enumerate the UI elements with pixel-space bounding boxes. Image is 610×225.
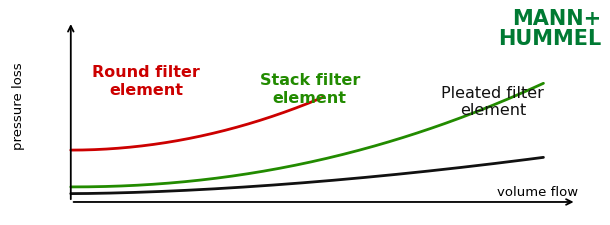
Text: volume flow: volume flow [497, 186, 578, 199]
Text: Round filter
element: Round filter element [92, 65, 200, 98]
Text: Stack filter
element: Stack filter element [259, 73, 360, 106]
Text: pressure loss: pressure loss [12, 62, 25, 150]
Text: MANN+
HUMMEL: MANN+ HUMMEL [498, 9, 601, 49]
Text: Pleated filter
element: Pleated filter element [442, 86, 544, 118]
